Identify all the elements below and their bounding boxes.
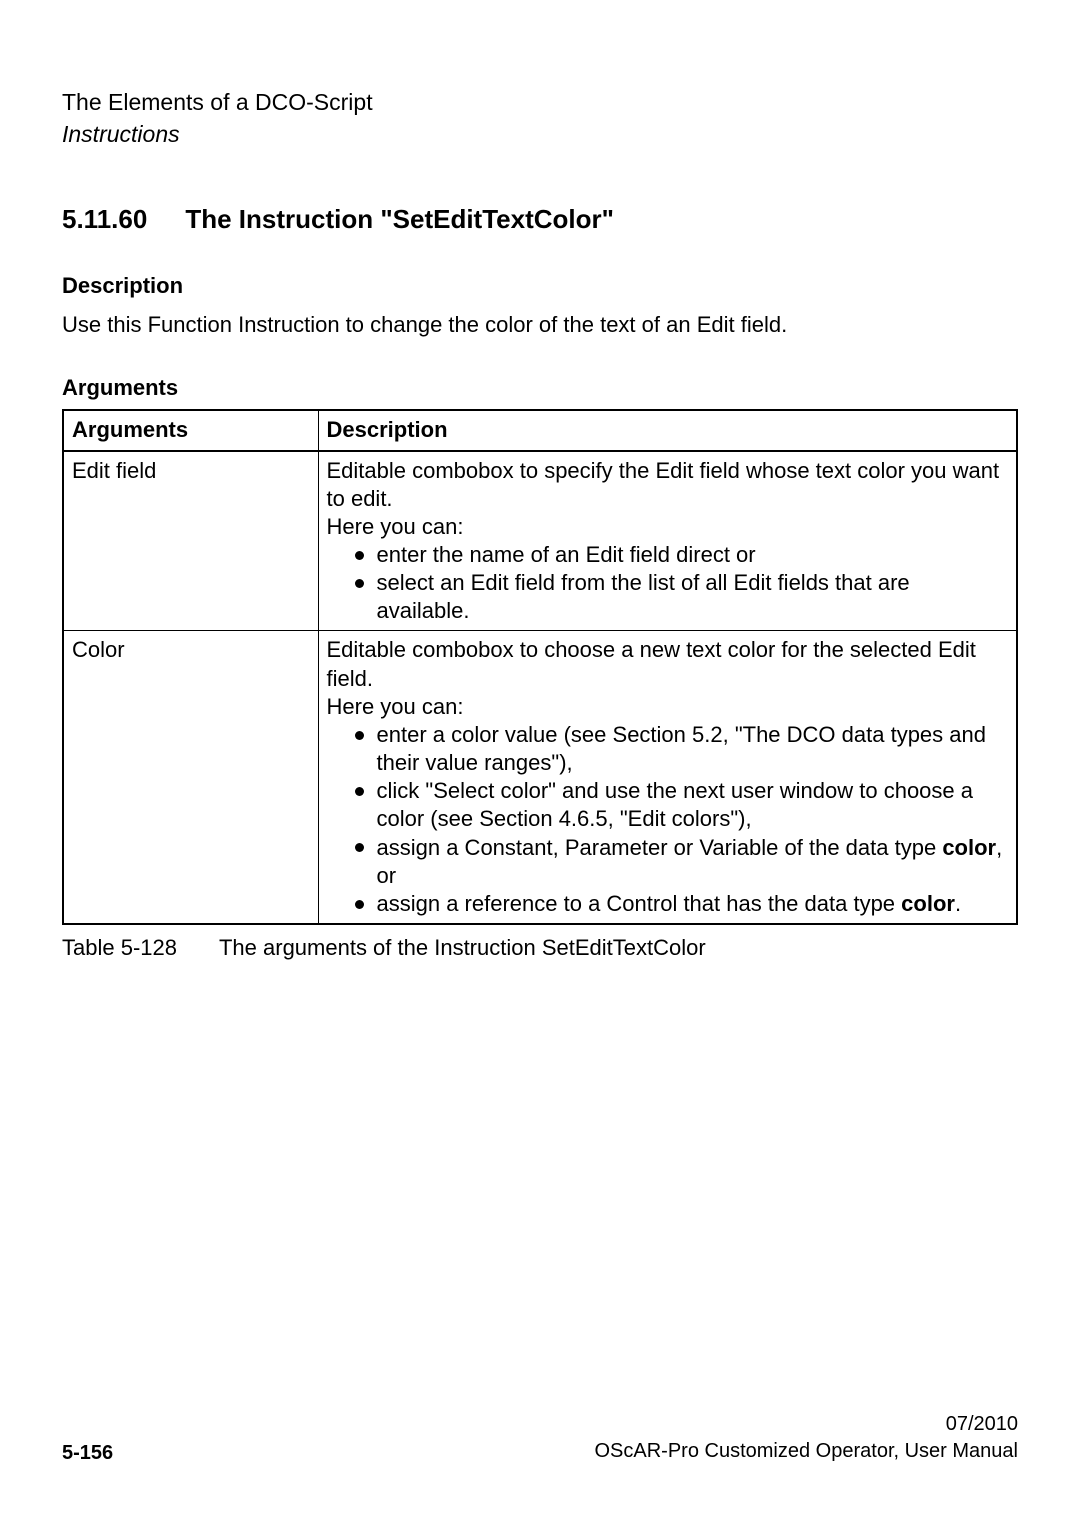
arg-desc-intro: Editable combobox to specify the Edit fi… (327, 457, 1009, 513)
arg-name-cell: Color (63, 631, 318, 924)
list-item: click "Select color" and use the next us… (355, 777, 1009, 833)
caption-text: The arguments of the Instruction SetEdit… (219, 935, 706, 960)
description-text: Use this Function Instruction to change … (62, 311, 1018, 340)
arg-name-cell: Edit field (63, 451, 318, 631)
section-number: 5.11.60 (62, 204, 147, 235)
document-page: The Elements of a DCO-Script Instruction… (0, 0, 1080, 1527)
caption-label: Table 5-128 (62, 935, 177, 961)
section-title: The Instruction "SetEditTextColor" (185, 204, 614, 234)
table-header-row: Arguments Description (63, 410, 1017, 450)
page-footer: 5-156 07/2010 OScAR-Pro Customized Opera… (62, 1411, 1018, 1465)
section-heading: 5.11.60 The Instruction "SetEditTextColor… (62, 204, 1018, 235)
col-header-arguments: Arguments (63, 410, 318, 450)
table-row: Edit field Editable combobox to specify … (63, 451, 1017, 631)
table-row: Color Editable combobox to choose a new … (63, 631, 1017, 924)
description-heading: Description (62, 273, 1018, 299)
list-item: assign a reference to a Control that has… (355, 890, 1009, 918)
arg-desc-list: enter the name of an Edit field direct o… (327, 541, 1009, 625)
arg-desc-cell: Editable combobox to choose a new text c… (318, 631, 1017, 924)
list-item: assign a Constant, Parameter or Variable… (355, 834, 1009, 890)
page-number: 5-156 (62, 1442, 113, 1465)
list-item: enter the name of an Edit field direct o… (355, 541, 1009, 569)
header-subtitle: Instructions (62, 120, 1018, 150)
arg-desc-intro: Editable combobox to choose a new text c… (327, 636, 1009, 692)
footer-manual: OScAR-Pro Customized Operator, User Manu… (595, 1438, 1019, 1465)
arg-desc-intro2: Here you can: (327, 693, 1009, 721)
footer-date: 07/2010 (595, 1411, 1019, 1438)
list-item: enter a color value (see Section 5.2, "T… (355, 721, 1009, 777)
arg-desc-list: enter a color value (see Section 5.2, "T… (327, 721, 1009, 918)
arguments-table: Arguments Description Edit field Editabl… (62, 409, 1018, 925)
arg-desc-intro2: Here you can: (327, 513, 1009, 541)
table-caption: Table 5-128 The arguments of the Instruct… (62, 935, 1018, 961)
footer-right: 07/2010 OScAR-Pro Customized Operator, U… (595, 1411, 1019, 1465)
arg-desc-cell: Editable combobox to specify the Edit fi… (318, 451, 1017, 631)
running-header: The Elements of a DCO-Script Instruction… (62, 88, 1018, 150)
header-title: The Elements of a DCO-Script (62, 88, 1018, 118)
col-header-description: Description (318, 410, 1017, 450)
list-item: select an Edit field from the list of al… (355, 569, 1009, 625)
arguments-heading: Arguments (62, 375, 1018, 401)
